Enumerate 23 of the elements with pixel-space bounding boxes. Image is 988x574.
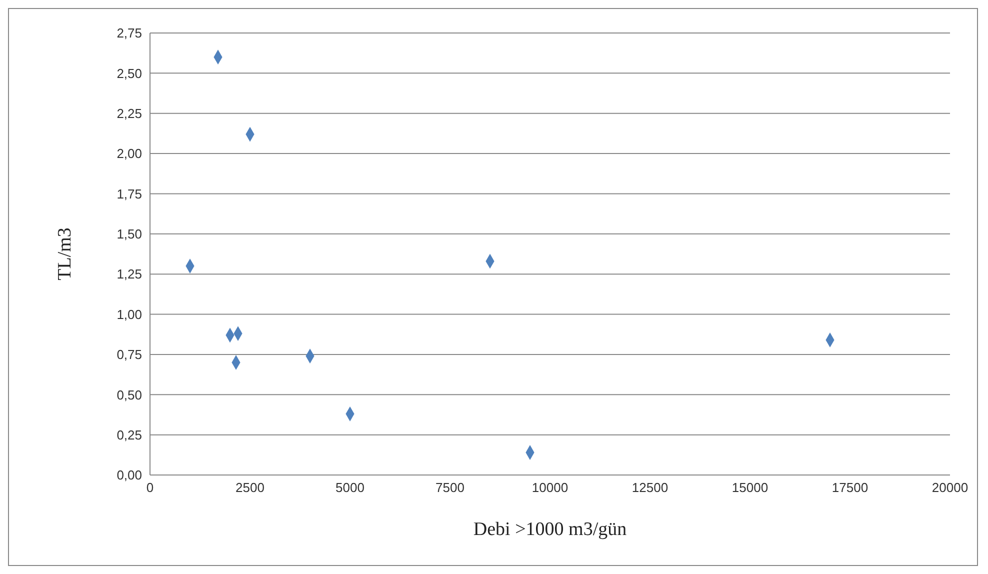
y-tick-label: 2,25	[116, 106, 142, 121]
y-tick-label: 2,00	[116, 146, 142, 162]
y-tick-label: 2,50	[116, 66, 142, 81]
x-tick-label: 2500	[236, 480, 264, 496]
y-tick-label: 2,75	[116, 26, 142, 41]
y-tick-label: 0,75	[116, 347, 142, 362]
y-tick-label: 1,00	[116, 306, 142, 322]
x-tick-label: 15000	[732, 480, 768, 496]
x-tick-label: 20000	[932, 480, 968, 496]
y-axis-title: TL/m3	[54, 228, 76, 280]
y-tick-label: 1,50	[116, 226, 142, 242]
y-tick-label: 1,75	[116, 186, 142, 202]
x-tick-label: 10000	[532, 480, 568, 496]
x-tick-label: 7500	[436, 480, 464, 496]
y-tick-label: 1,25	[116, 266, 142, 282]
y-tick-label: 0,00	[116, 468, 142, 483]
x-tick-label: 17500	[832, 480, 868, 496]
x-tick-label: 0	[146, 480, 154, 496]
y-tick-label: 0,25	[116, 427, 142, 442]
x-axis-title: Debi >1000 m3/gün	[473, 519, 628, 540]
x-tick-label: 12500	[632, 480, 668, 496]
x-tick-label: 5000	[336, 480, 364, 496]
y-tick-label: 0,50	[116, 387, 142, 402]
